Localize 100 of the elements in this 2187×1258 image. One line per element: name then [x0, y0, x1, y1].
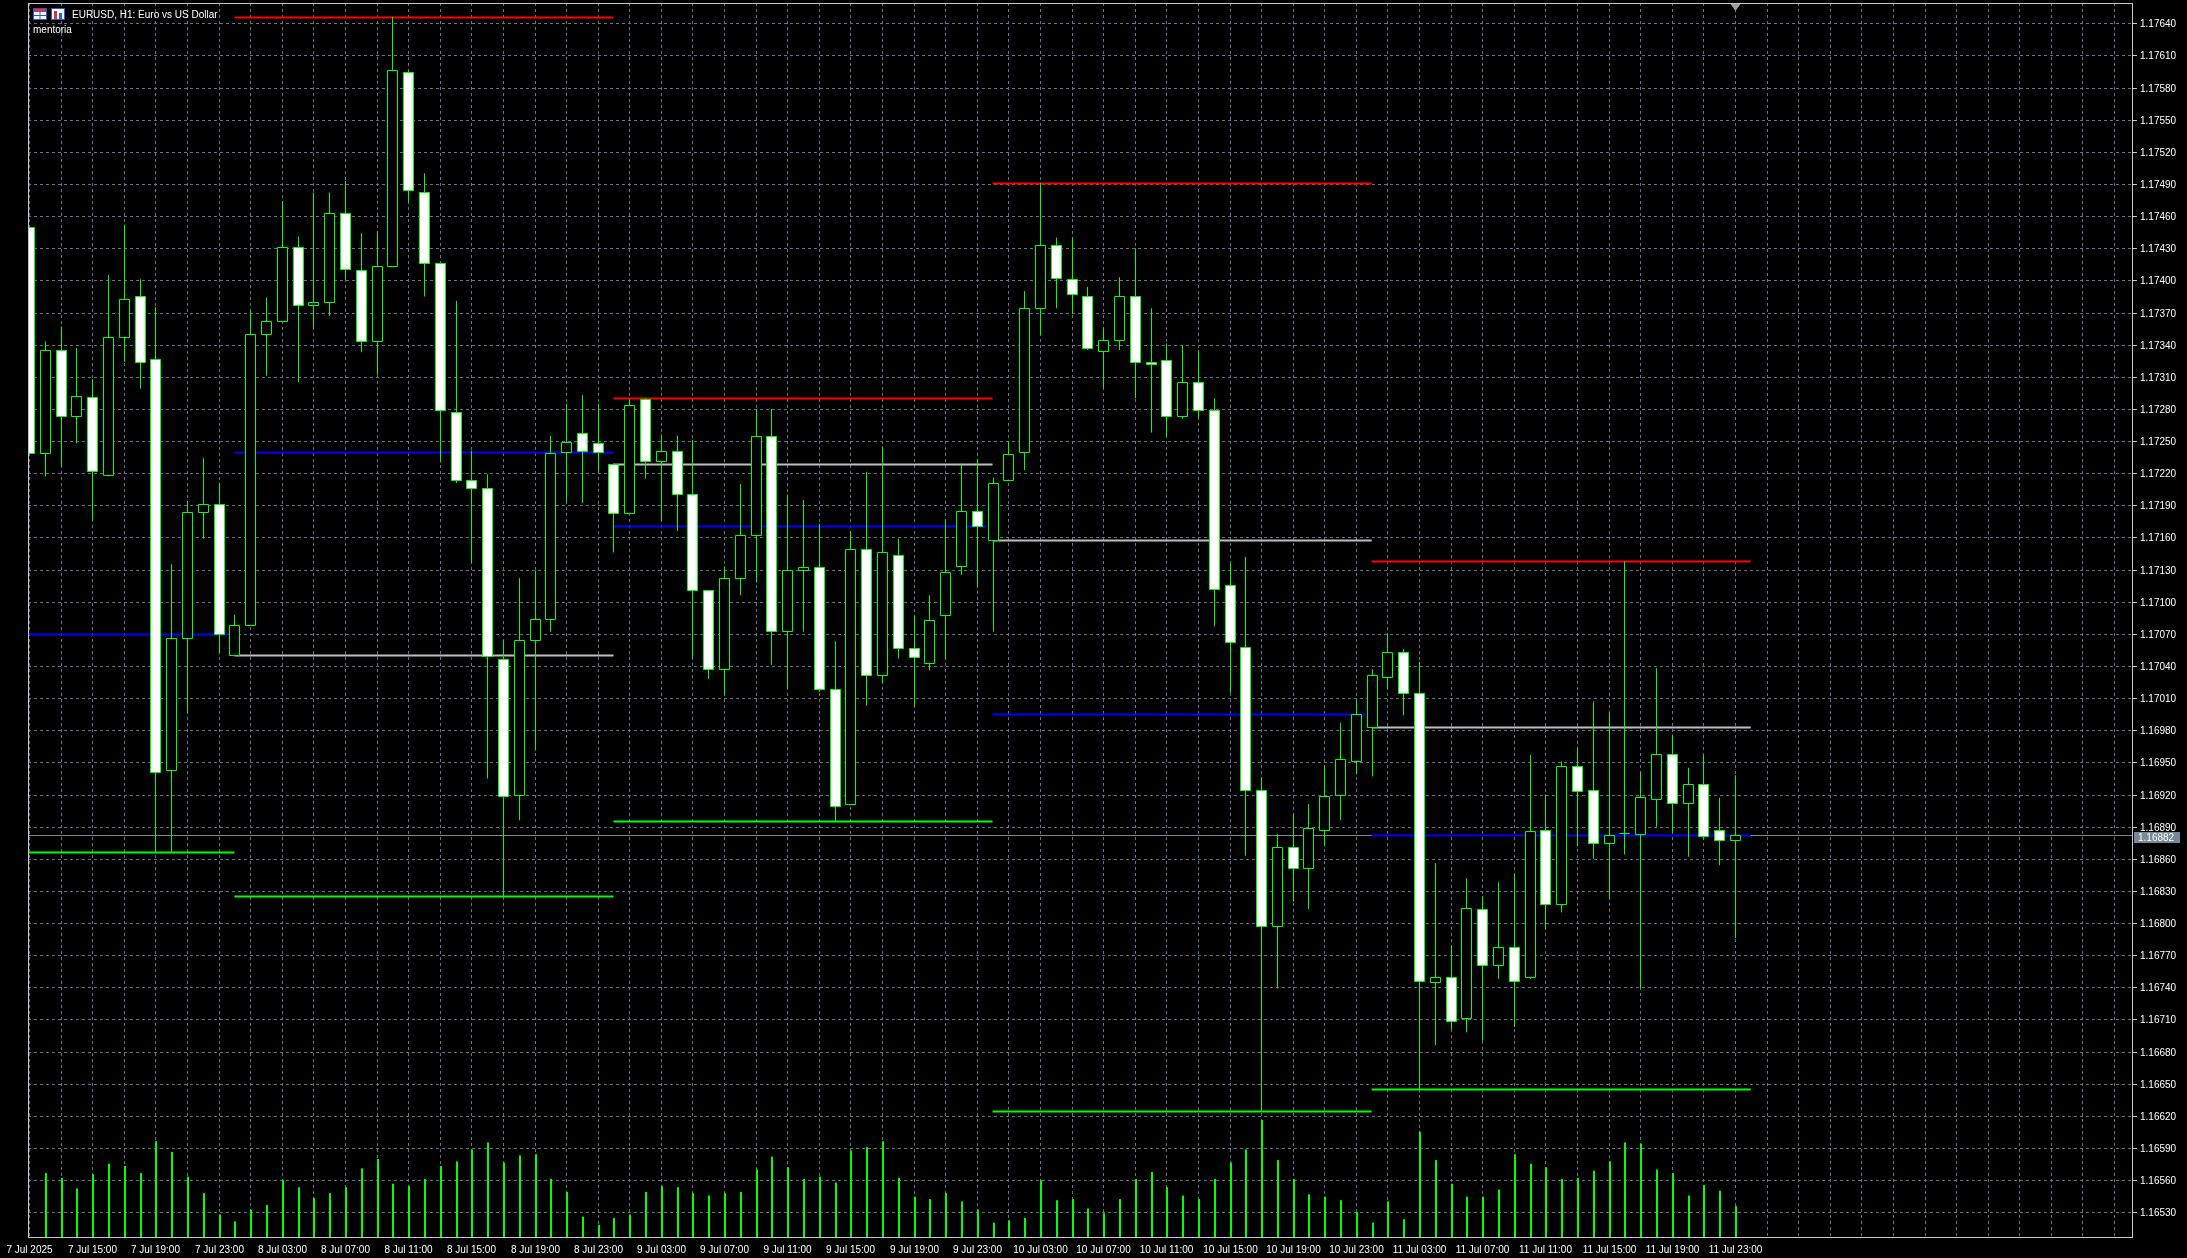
candlestick	[845, 530, 856, 806]
x-tick-label: 7 Jul 15:00	[68, 1243, 118, 1255]
x-tick-label: 9 Jul 03:00	[637, 1243, 687, 1255]
bar	[1545, 1167, 1547, 1238]
bar	[566, 1191, 568, 1238]
bar	[203, 1193, 205, 1238]
candlestick	[356, 232, 367, 353]
candlestick	[766, 408, 777, 666]
candlestick	[1651, 667, 1662, 828]
x-tick-label: 11 Jul 23:00	[1708, 1243, 1763, 1255]
bar	[1056, 1200, 1058, 1238]
candlestick	[71, 347, 82, 444]
x-tick-label: 8 Jul 11:00	[384, 1243, 434, 1255]
x-tick-label: 9 Jul 19:00	[890, 1243, 940, 1255]
candlestick	[877, 445, 888, 684]
x-tick-label: 10 Jul 11:00	[1139, 1243, 1194, 1255]
candlestick	[103, 274, 114, 477]
x-tick-label: 11 Jul 07:00	[1455, 1243, 1510, 1255]
candlestick	[293, 236, 304, 383]
bar	[835, 1182, 837, 1238]
x-tick-label: 9 Jul 11:00	[763, 1243, 813, 1255]
bar	[1324, 1196, 1326, 1238]
bar	[1293, 1179, 1295, 1238]
bar	[124, 1166, 126, 1238]
bar	[866, 1147, 868, 1238]
candlestick	[340, 180, 351, 280]
bar	[519, 1155, 521, 1238]
y-tick-label: 1.17610	[2140, 50, 2177, 61]
bar	[1688, 1195, 1690, 1238]
candlestick	[135, 278, 146, 390]
x-tick-label: 7 Jul 19:00	[131, 1243, 181, 1255]
bar	[1624, 1142, 1626, 1238]
bar	[140, 1173, 142, 1238]
bar	[1703, 1184, 1705, 1238]
bar	[598, 1225, 600, 1238]
bar	[424, 1179, 426, 1238]
y-tick-label: 1.17250	[2140, 436, 2177, 447]
bar	[392, 1183, 394, 1238]
candlestick	[1067, 237, 1078, 315]
candlestick	[940, 518, 951, 661]
y-tick-label: 1.16800	[2140, 918, 2177, 929]
candlestick	[419, 172, 430, 297]
bar	[1561, 1179, 1563, 1238]
y-tick-label: 1.17400	[2140, 275, 2177, 286]
bar	[456, 1161, 458, 1238]
y-tick-label: 1.16980	[2140, 725, 2177, 736]
candlestick	[1082, 286, 1093, 351]
y-tick-label: 1.16920	[2140, 790, 2177, 801]
bar	[1656, 1169, 1658, 1238]
candlestick	[514, 577, 525, 821]
candlestick	[751, 408, 762, 583]
y-tick-label: 1.17520	[2140, 147, 2177, 158]
y-tick-label: 1.17340	[2140, 340, 2177, 351]
ref-line-label: 1.16882	[2138, 832, 2175, 843]
x-tick-label: 8 Jul 15:00	[447, 1243, 497, 1255]
candlestick	[1540, 794, 1551, 931]
y-tick-label: 1.16560	[2140, 1175, 2177, 1186]
bar	[1735, 1206, 1737, 1238]
y-tick-label: 1.16590	[2140, 1143, 2177, 1154]
y-tick-label: 1.16740	[2140, 982, 2177, 993]
candlestick	[1635, 771, 1646, 989]
candlestick	[1572, 746, 1583, 847]
candlestick	[640, 397, 651, 480]
candlestick	[1146, 307, 1157, 434]
bar	[1672, 1173, 1674, 1238]
bar	[1245, 1149, 1247, 1238]
bar	[1308, 1194, 1310, 1238]
bar	[361, 1168, 363, 1238]
bar	[471, 1149, 473, 1238]
candlestick	[1698, 754, 1709, 841]
candlestick	[624, 398, 635, 514]
y-tick-label: 1.17130	[2140, 565, 2177, 576]
y-tick-label: 1.16830	[2140, 886, 2177, 897]
bar	[1103, 1213, 1105, 1238]
bar	[329, 1193, 331, 1238]
bar	[1435, 1160, 1437, 1238]
bar	[1119, 1199, 1121, 1238]
x-tick-label: 8 Jul 03:00	[258, 1243, 308, 1255]
bar	[1593, 1170, 1595, 1238]
bar	[898, 1177, 900, 1238]
candlestick	[1225, 562, 1236, 694]
candlestick	[1051, 237, 1062, 309]
candlestick	[87, 378, 98, 521]
candlestick	[988, 477, 999, 633]
bar	[187, 1176, 189, 1238]
bar	[582, 1216, 584, 1238]
y-tick-label: 1.17160	[2140, 532, 2177, 543]
bar	[977, 1209, 979, 1238]
bar	[61, 1177, 63, 1238]
bar	[1577, 1177, 1579, 1238]
bar	[1514, 1154, 1516, 1238]
candlestick	[1130, 247, 1141, 399]
candlestick	[1003, 440, 1014, 481]
candlestick	[56, 325, 67, 468]
candlestick	[1461, 877, 1472, 1033]
candlestick	[909, 615, 920, 708]
bar	[440, 1166, 442, 1238]
x-tick-label: 8 Jul 19:00	[511, 1243, 561, 1255]
candlestick	[482, 473, 493, 779]
bar	[298, 1187, 300, 1238]
